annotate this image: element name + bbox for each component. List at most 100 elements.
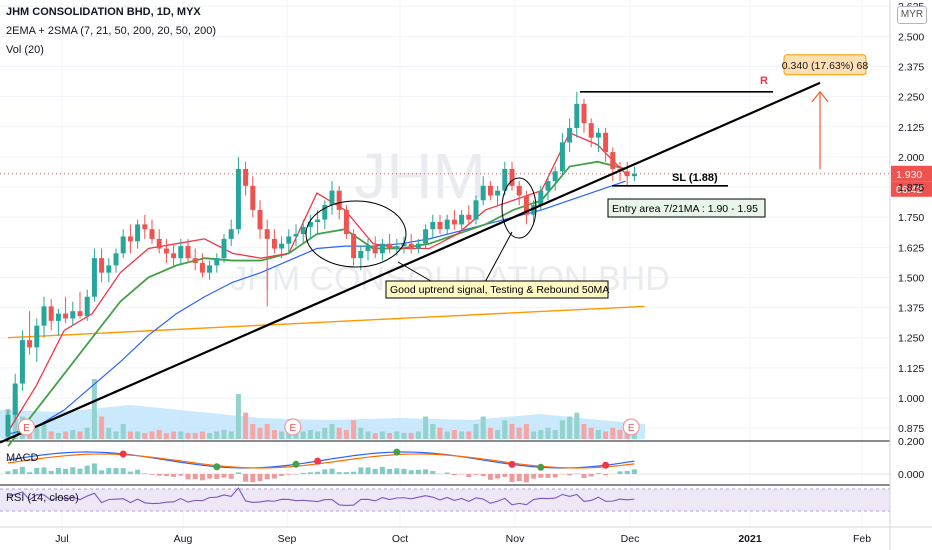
volume-bar — [552, 430, 558, 439]
sma200-line — [7, 305, 645, 339]
candle-body — [63, 313, 69, 319]
volume-bar — [379, 431, 385, 439]
macd-histogram-bar — [185, 474, 191, 480]
currency-badge[interactable]: MYR — [897, 6, 927, 24]
macd-histogram-bar — [84, 465, 90, 474]
time-tick: Dec — [621, 533, 640, 545]
rsi-legend[interactable]: RSI (14, close) — [6, 492, 79, 504]
macd-histogram-bar — [343, 472, 349, 474]
candle-body — [250, 185, 256, 210]
ema21-line — [7, 160, 626, 447]
last-price-text: 1.930 — [896, 169, 922, 181]
macd-histogram-bar — [300, 472, 306, 474]
macd-legend[interactable]: MACD — [6, 452, 39, 464]
watermark-top: JHM — [354, 140, 486, 212]
macd-histogram-bar — [257, 474, 263, 482]
volume-bar — [631, 431, 637, 439]
macd-histogram-bar — [135, 469, 141, 474]
candle-body — [343, 209, 349, 235]
candle-body — [631, 173, 637, 177]
volume-bar — [516, 427, 522, 439]
price-tick: 2.500 — [898, 31, 924, 43]
candle-body — [286, 236, 292, 244]
macd-histogram-bar — [207, 474, 213, 479]
macd-histogram-bar — [171, 474, 177, 477]
indicator-legend[interactable]: 2EMA + 2SMA (7, 21, 50, 200, 20, 50, 200… — [6, 25, 217, 37]
macd-histogram-bar — [307, 472, 313, 474]
volume-bar — [192, 433, 198, 439]
candle-body — [351, 234, 357, 259]
volume-bar — [423, 416, 429, 439]
resistance-label: R — [760, 75, 768, 87]
candle-body — [106, 265, 112, 273]
volume-bar — [459, 431, 465, 439]
volume-bar — [185, 433, 191, 439]
macd-histogram-bar — [192, 474, 198, 480]
macd-histogram-bar — [91, 463, 97, 474]
macd-histogram-bar — [466, 474, 472, 478]
candle-body — [271, 238, 277, 249]
volume-bar — [113, 431, 119, 439]
macd-histogram-bar — [351, 471, 357, 474]
candle-body — [444, 219, 450, 230]
macd-cross-dot — [119, 450, 127, 458]
volume-bar — [293, 431, 299, 439]
candle-body — [307, 222, 313, 227]
time-tick: 2021 — [738, 533, 762, 545]
candle-body — [495, 190, 501, 196]
volume-bar — [221, 430, 227, 439]
macd-histogram-bar — [631, 469, 637, 474]
time-axis[interactable]: Jul Aug Sep Oct Nov Dec 2021 Feb — [0, 526, 932, 545]
macd-histogram-bar — [228, 474, 234, 479]
macd-histogram-bar — [495, 474, 501, 479]
volume-bar — [135, 431, 141, 439]
drawings[interactable]: 1.930 06:42 R SL (1.88) 0.340 (17.63%) 68 Ent… — [0, 54, 932, 444]
macd-histogram-bar — [379, 466, 385, 474]
candle-body — [379, 243, 385, 254]
macd-histogram-bar — [70, 467, 76, 474]
countdown-text: 06:42 — [896, 184, 922, 196]
callout-pointer — [483, 231, 513, 285]
candle-body — [473, 200, 479, 220]
macd-line — [7, 451, 635, 469]
macd-histogram-bar — [523, 474, 529, 483]
volume-bar — [48, 431, 54, 439]
volume-bar — [372, 433, 378, 439]
volume-bar — [257, 427, 263, 439]
uptrend-label: Good uptrend signal, Testing & Rebound 5… — [390, 284, 609, 296]
macd-tick: 0.200 — [898, 436, 924, 448]
candle-body — [120, 236, 126, 254]
volume-bar — [408, 433, 414, 439]
earnings-label: E — [628, 423, 635, 434]
price-axis[interactable]: 2.6252.5002.3752.2502.1252.0001.8751.750… — [889, 0, 924, 550]
symbol-legend[interactable]: JHM CONSOLIDATION BHD, 1D, MYX — [6, 6, 201, 18]
candle-body — [466, 214, 472, 220]
candle-body — [408, 243, 414, 249]
candle-body — [178, 246, 184, 259]
volume-legend[interactable]: Vol (20) — [6, 44, 44, 56]
volume-bar — [559, 420, 565, 439]
candle-body — [502, 168, 508, 191]
volume-bar — [156, 430, 162, 439]
macd-cross-dot — [537, 463, 545, 471]
earnings-label: E — [23, 423, 30, 434]
stop-loss-label: SL (1.88) — [672, 172, 718, 184]
time-tick: Jul — [55, 533, 68, 545]
macd-histogram-bar — [329, 468, 335, 474]
volume-bar — [502, 420, 508, 439]
volume-bar — [63, 431, 69, 439]
macd-histogram-bar — [55, 467, 61, 474]
candle-body — [423, 229, 429, 244]
macd-histogram-bar — [48, 471, 54, 474]
grid — [0, 0, 890, 527]
time-tick: Aug — [174, 533, 193, 545]
volume-bar — [387, 433, 393, 439]
macd-histogram-bar — [34, 467, 40, 474]
callout-pointer — [397, 261, 437, 285]
volume-bar — [77, 431, 83, 439]
macd-cross-dot — [602, 461, 610, 469]
macd-histogram-bar — [588, 474, 594, 477]
candle-body — [279, 243, 285, 249]
